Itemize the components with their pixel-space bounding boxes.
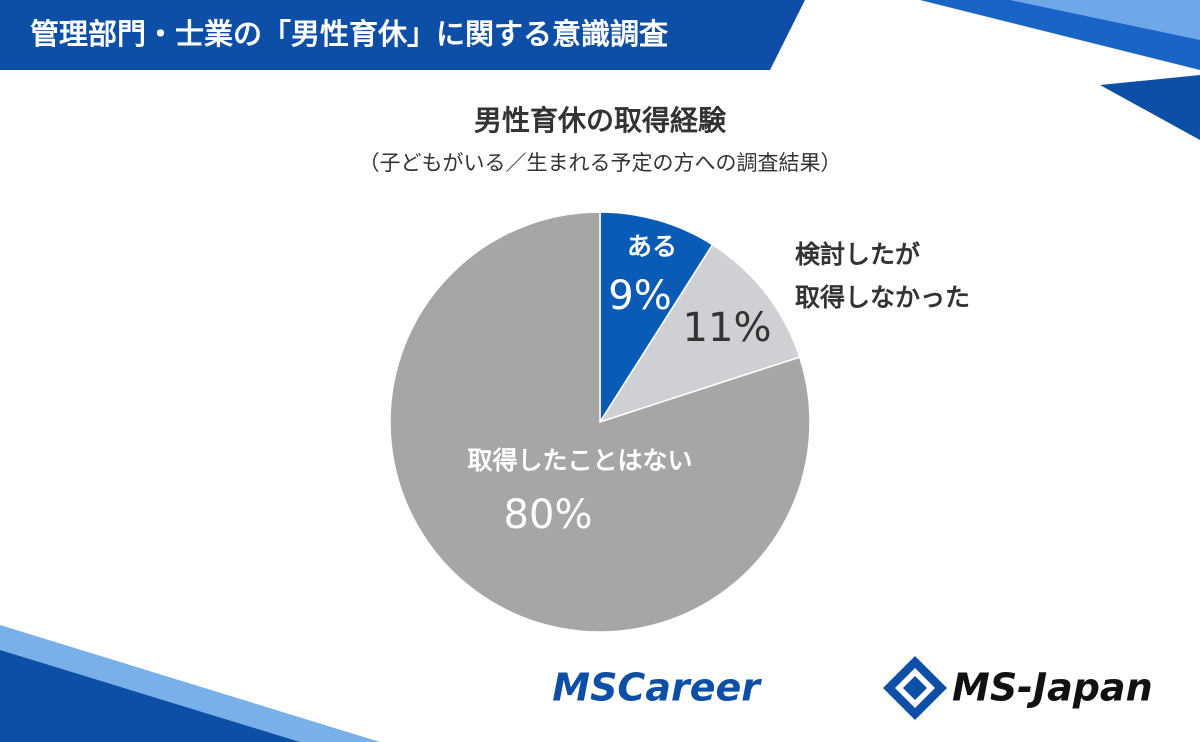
slice-label: 取得したことはない [467,446,692,475]
pie-slice [389,211,811,633]
header-band [0,0,805,70]
logo-text: MSCareer [552,666,762,710]
logo-icon [883,656,947,720]
value-label: 9% [608,273,671,319]
value-label: 11% [683,305,772,351]
header-title: 管理部門・士業の「男性育休」に関する意識調査 [30,17,668,51]
pie-slice [599,211,714,425]
chart-title: 男性育休の取得経験 [474,104,727,137]
logo-text: MS-Japan [952,666,1153,710]
decor-stripe [1010,0,1200,40]
decor-stripe [1100,75,1200,140]
decor-stripe [0,650,300,742]
pie-slice [598,243,801,424]
slice-label: 検討したが取得しなかった [795,240,970,312]
pie: ある 9% 検討したが取得しなかった 11% 取得したことはない 80% [389,211,970,633]
slice-label: ある [627,232,677,261]
value-label: 80% [504,492,593,538]
chart-subtitle: （子どもがいる／生まれる予定の方への調査結果） [359,151,842,175]
